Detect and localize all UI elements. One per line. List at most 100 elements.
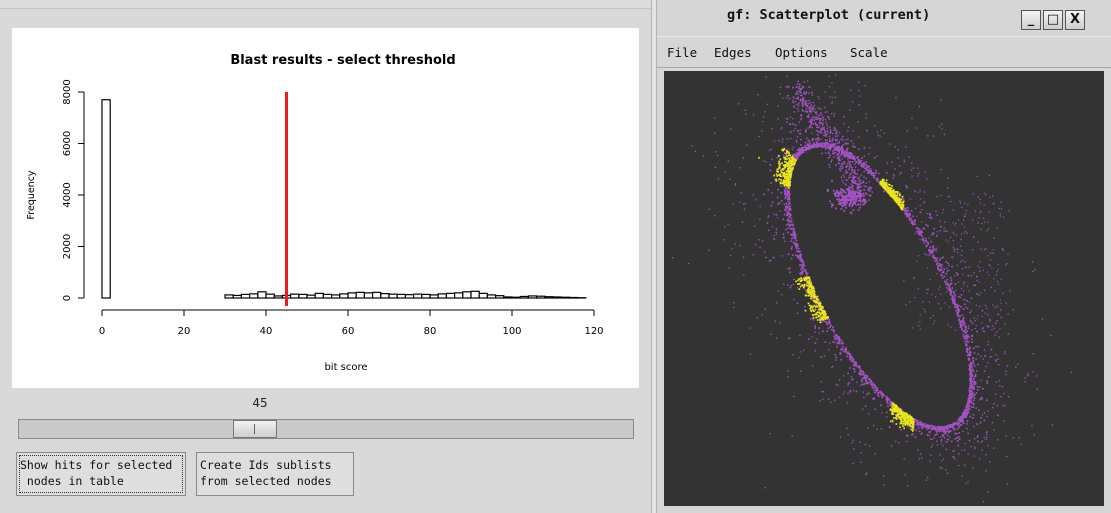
scatter-point <box>797 104 800 106</box>
scatter-point <box>945 261 947 263</box>
scatter-point <box>960 233 962 235</box>
scatter-point <box>777 105 779 107</box>
scatter-point <box>895 406 897 408</box>
scatter-point <box>907 422 910 424</box>
scatter-point <box>792 163 794 165</box>
scatter-point <box>951 265 953 268</box>
scatter-point <box>778 164 781 167</box>
maximize-button[interactable]: □ <box>1043 10 1063 30</box>
scatter-point <box>976 330 978 333</box>
scatter-point <box>809 280 812 282</box>
scatter-point <box>805 149 807 152</box>
scatter-point <box>811 132 813 134</box>
scatter-point <box>843 348 846 351</box>
scatter-point <box>834 354 836 356</box>
scatter-point <box>801 265 803 268</box>
histogram-bar <box>495 295 505 299</box>
scatter-point <box>796 136 799 138</box>
show-hits-button[interactable]: Show hits for selected nodes in table <box>16 452 186 496</box>
scatter-point <box>870 383 872 385</box>
scatter-point <box>836 133 838 135</box>
scatter-point <box>851 358 853 360</box>
scatter-point <box>987 228 989 230</box>
scatter-point <box>821 114 823 116</box>
scatter-point <box>792 354 794 356</box>
window-titlebar[interactable]: gf: Scatterplot (current) _ □ X <box>657 0 1111 36</box>
scatter-point <box>936 431 939 433</box>
scatter-point <box>850 356 852 359</box>
scatter-point <box>819 119 821 121</box>
scatter-point <box>789 123 791 125</box>
scatter-point <box>842 144 845 146</box>
scatter-point <box>796 287 799 289</box>
scatter-point <box>824 111 827 113</box>
scatter-point <box>847 190 850 193</box>
menu-options[interactable]: Options <box>775 45 828 60</box>
scatter-point <box>792 86 794 89</box>
scatter-point <box>913 421 916 424</box>
scatter-point <box>968 364 970 366</box>
close-button[interactable]: X <box>1065 10 1085 30</box>
scatter-point <box>823 315 825 317</box>
histogram-bar <box>511 296 521 299</box>
scatter-point <box>863 162 865 165</box>
scatter-point <box>947 324 949 326</box>
scatter-point <box>880 129 882 131</box>
scatter-point <box>996 271 998 273</box>
scatter-point <box>849 391 851 393</box>
scatter-point <box>886 397 888 400</box>
scatter-point <box>776 217 779 219</box>
scatter-point <box>912 215 914 217</box>
scatter-point <box>819 306 821 308</box>
scatter-point <box>799 334 801 337</box>
scatter-point <box>974 327 976 330</box>
menu-edges[interactable]: Edges <box>714 45 752 60</box>
scatter-point <box>702 155 704 157</box>
scatter-point <box>824 106 826 109</box>
scatter-point <box>965 328 967 331</box>
scatter-point <box>813 293 815 295</box>
scatter-point <box>788 174 790 177</box>
threshold-slider[interactable] <box>18 419 634 439</box>
create-ids-sublists-button[interactable]: Create Ids sublists from selected nodes <box>196 452 354 496</box>
scatter-point <box>962 333 965 336</box>
scatter-point <box>936 440 938 442</box>
scatter-point <box>830 205 833 208</box>
scatter-point <box>962 290 965 292</box>
scatter-point <box>892 174 895 176</box>
scatter-point <box>817 146 819 148</box>
split-divider[interactable] <box>651 0 657 513</box>
scatter-point <box>835 130 838 133</box>
scatter-point <box>926 423 929 426</box>
scatter-point <box>814 327 816 329</box>
scatter-point <box>901 208 904 211</box>
slider-thumb[interactable] <box>232 420 277 438</box>
scatter-point <box>816 298 818 301</box>
scatter-point <box>854 157 856 160</box>
scatter-point <box>902 423 905 425</box>
scatter-point <box>819 400 821 402</box>
scatter-point <box>933 320 936 322</box>
menu-file[interactable]: File <box>667 45 698 60</box>
scatter-point <box>883 187 886 189</box>
scatter-point <box>935 260 938 262</box>
scatter-point <box>819 305 821 307</box>
scatter-point <box>797 250 799 252</box>
menu-scale[interactable]: Scale <box>850 45 888 60</box>
scatter-point <box>857 185 859 187</box>
scatter-point <box>916 421 919 424</box>
scatter-point <box>929 255 931 257</box>
scatter-point <box>811 119 813 121</box>
scatter-point <box>790 237 793 240</box>
scatter-point <box>806 115 808 118</box>
scatter-point <box>775 231 777 233</box>
scatter-point <box>952 302 955 305</box>
scatterplot-canvas[interactable] <box>664 71 1104 506</box>
scatter-point <box>996 320 998 322</box>
y-axis-label: Frequency <box>26 170 37 219</box>
scatter-point <box>892 409 895 412</box>
scatter-point <box>894 168 896 170</box>
scatter-point <box>863 198 865 200</box>
minimize-button[interactable]: _ <box>1021 10 1041 30</box>
scatter-point <box>948 287 951 290</box>
